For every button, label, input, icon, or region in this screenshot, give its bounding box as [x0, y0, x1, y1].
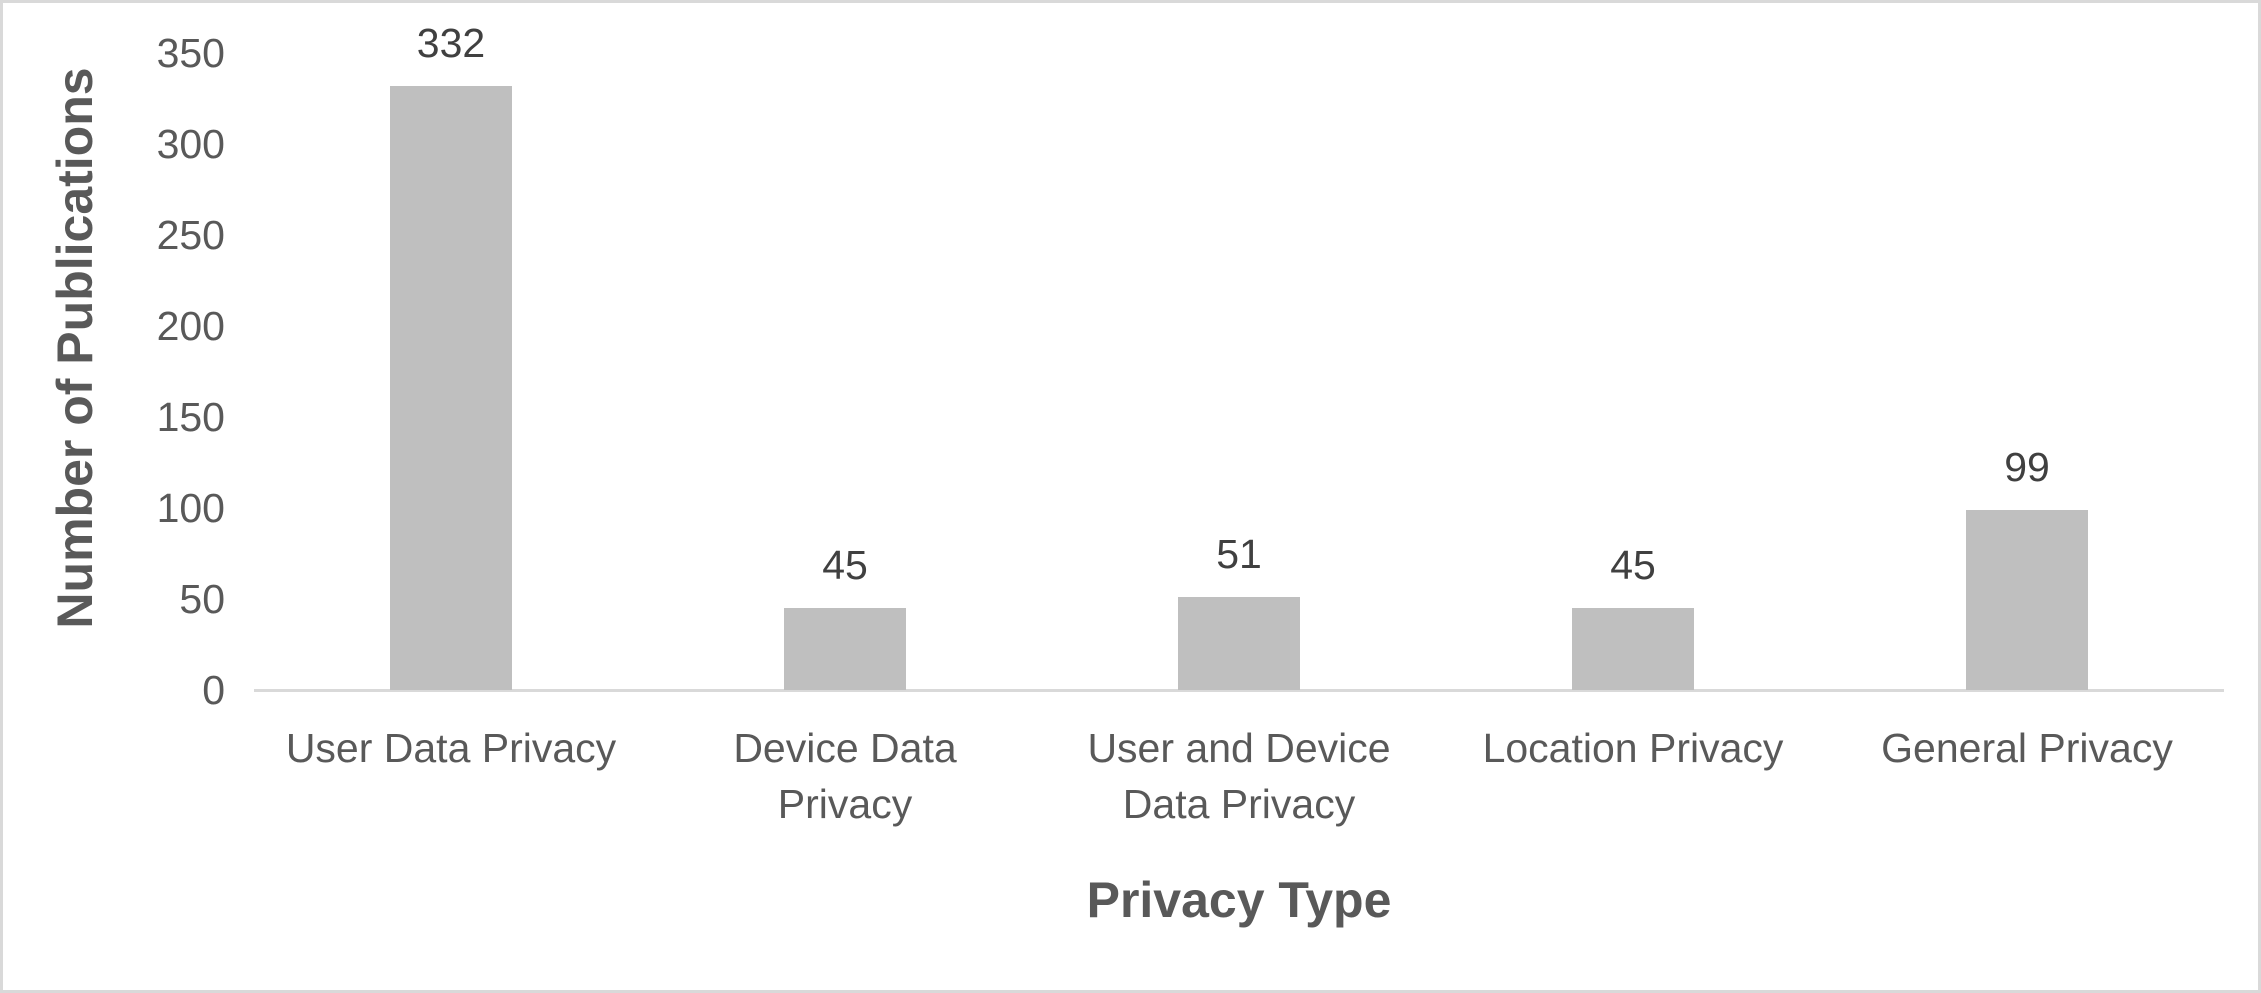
y-tick-label: 350: [156, 30, 225, 76]
data-label-location-privacy: 45: [1610, 542, 1656, 588]
x-category-label-user-data-privacy: User Data Privacy: [285, 725, 617, 771]
x-category-label-general-privacy: General Privacy: [1881, 725, 2173, 771]
bar-location-privacy: [1572, 608, 1694, 690]
x-axis-title: Privacy Type: [1086, 872, 1392, 928]
y-tick-label: 200: [156, 303, 225, 349]
y-tick-label: 300: [156, 121, 225, 167]
x-category-label-location-privacy: Location Privacy: [1482, 725, 1784, 771]
y-axis-title: Number of Publications: [47, 67, 103, 629]
y-tick-label: 100: [156, 485, 225, 531]
bar-device-data-privacy: [784, 608, 906, 690]
y-tick-label: 0: [202, 667, 225, 713]
x-category-label-user-and-device-data-privacy: User and Device Data Privacy: [1087, 725, 1391, 827]
y-tick-label: 250: [156, 212, 225, 258]
data-label-device-data-privacy: 45: [822, 542, 868, 588]
bar-user-and-device-data-privacy: [1178, 597, 1300, 690]
y-tick-label: 150: [156, 394, 225, 440]
x-category-label-device-data-privacy: Device Data Privacy: [733, 725, 957, 827]
bar-user-data-privacy: [390, 86, 512, 690]
y-tick-label: 50: [179, 576, 225, 622]
bar-general-privacy: [1966, 510, 2088, 690]
x-axis-line: [254, 689, 2224, 692]
data-label-user-data-privacy: 332: [416, 20, 486, 66]
data-label-general-privacy: 99: [2004, 444, 2050, 490]
data-label-user-and-device-data-privacy: 51: [1216, 531, 1262, 577]
